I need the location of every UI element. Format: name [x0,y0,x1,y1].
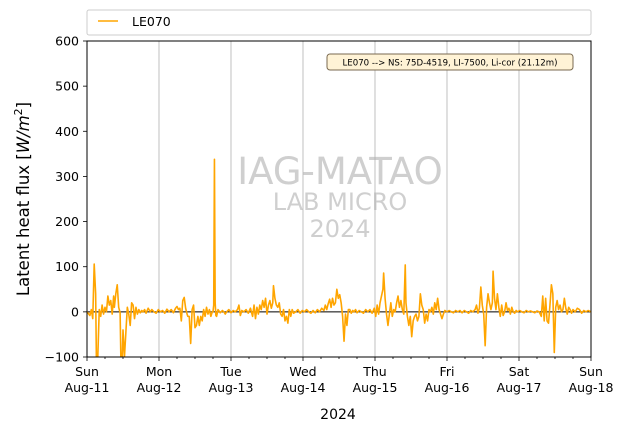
y-axis-label-end: ] [14,102,33,108]
x-tick-label-date: Aug-17 [497,380,542,395]
x-tick-label-day: Thu [362,364,386,379]
y-tick-label: 500 [55,79,79,94]
annotation-box [326,53,574,71]
annotation-text: LE070 --> NS: 75D-4519, LI-7500, Li-cor … [343,59,558,69]
series-line-le070 [87,158,591,357]
x-tick-label-day: Sat [509,364,530,379]
legend-frame [86,9,592,36]
legend-entry-label: LE070 [132,14,171,29]
y-axis-ticks: −100 0 100 200 300 400 500 600 [45,34,87,365]
x-axis-label: 2024 [320,407,356,423]
y-tick-label: 200 [55,214,79,229]
x-tick-label-day: Sun [75,364,99,379]
y-tick-label: 0 [71,304,79,319]
y-tick-label: −100 [45,350,79,365]
y-tick-label: 600 [55,34,79,49]
y-tick-label: 100 [55,259,79,274]
watermark: IAG-MATAO LAB MICRO 2024 [237,150,442,243]
x-tick-label-day: Mon [146,364,172,379]
x-tick-label-date: Aug-13 [209,380,254,395]
y-axis-label-var: W [14,136,33,153]
x-tick-label-date: Aug-18 [569,380,614,395]
x-tick-label-date: Aug-14 [281,380,326,395]
x-tick-label-day: Sun [579,364,603,379]
vertical-gridlines [158,41,520,357]
x-tick-label-date: Aug-11 [65,380,110,395]
y-tick-label: 300 [55,169,79,184]
x-tick-label-day: Wed [289,364,316,379]
legend: LE070 [86,9,592,36]
watermark-line-1: IAG-MATAO [237,150,442,193]
x-tick-label-day: Tue [219,364,242,379]
y-axis-label: Latent heat flux [W/m2] [12,102,33,296]
y-axis-label-m: m [14,115,33,131]
y-axis-label-exp: 2 [12,108,25,115]
x-tick-label-date: Aug-12 [137,380,182,395]
x-tick-label-date: Aug-16 [425,380,470,395]
x-tick-label-day: Fri [440,364,455,379]
x-axis-ticks: SunAug-11MonAug-12TueAug-13WedAug-14ThuA… [65,357,614,395]
annotation: LE070 --> NS: 75D-4519, LI-7500, Li-cor … [326,53,574,71]
watermark-line-3: 2024 [309,215,370,243]
y-axis-label-main: Latent heat flux [ [14,153,33,296]
y-axis-label-slash: / [14,129,33,139]
y-tick-label: 400 [55,124,79,139]
watermark-line-2: LAB MICRO [273,188,408,216]
x-tick-label-date: Aug-15 [353,380,398,395]
